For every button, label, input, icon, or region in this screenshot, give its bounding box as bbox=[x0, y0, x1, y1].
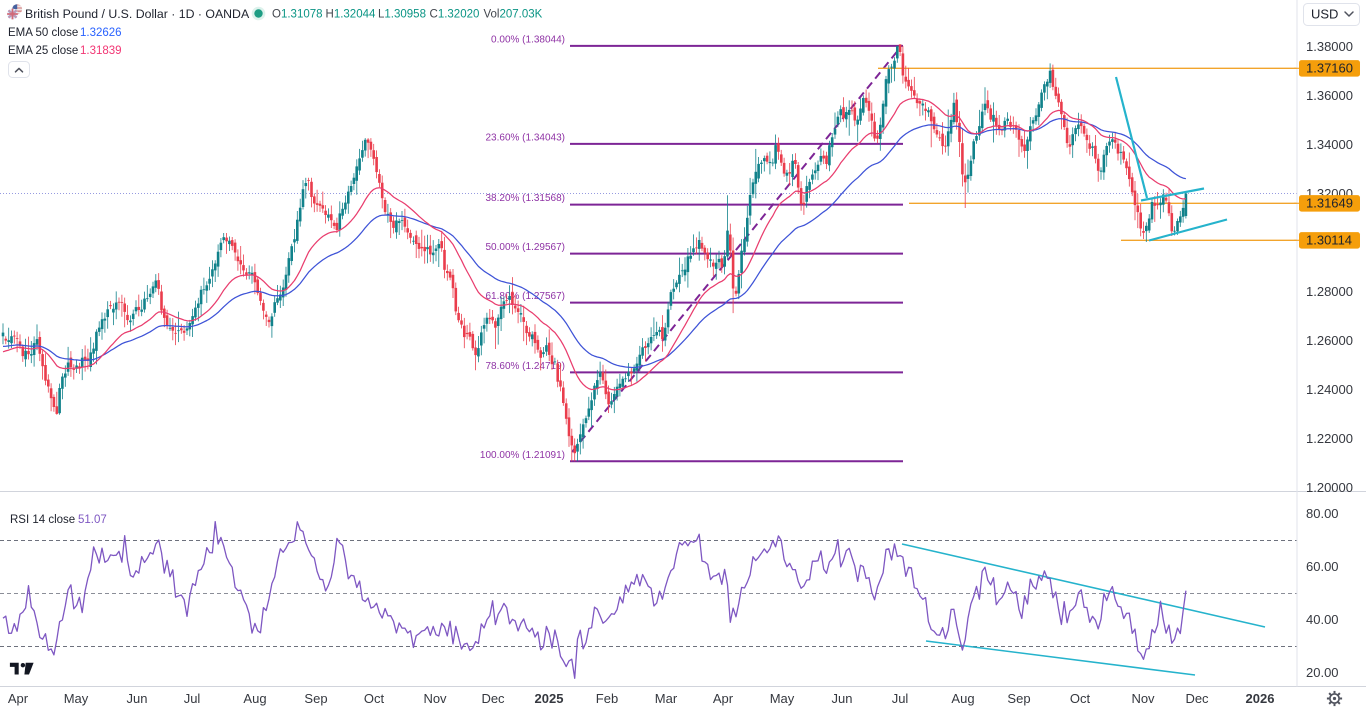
svg-text:0.00% (1.38044): 0.00% (1.38044) bbox=[491, 34, 565, 45]
svg-text:80.00: 80.00 bbox=[1306, 506, 1339, 521]
svg-text:Nov: Nov bbox=[1131, 691, 1155, 706]
svg-text:100.00% (1.21091): 100.00% (1.21091) bbox=[480, 450, 565, 461]
svg-text:Jul: Jul bbox=[184, 691, 201, 706]
svg-text:1.26000: 1.26000 bbox=[1306, 333, 1353, 348]
svg-text:Oct: Oct bbox=[1070, 691, 1091, 706]
svg-text:British Pound / U.S. Dollar ·: British Pound / U.S. Dollar · 1D · OANDA bbox=[25, 7, 250, 21]
svg-text:50.00% (1.29567): 50.00% (1.29567) bbox=[485, 242, 565, 253]
svg-text:38.20% (1.31568): 38.20% (1.31568) bbox=[485, 193, 565, 204]
svg-text:1.30114: 1.30114 bbox=[1306, 233, 1352, 248]
svg-text:Jun: Jun bbox=[832, 691, 853, 706]
svg-text:Aug: Aug bbox=[951, 691, 974, 706]
svg-text:1.20000: 1.20000 bbox=[1306, 480, 1353, 495]
svg-text:Sep: Sep bbox=[304, 691, 327, 706]
svg-text:1.37160: 1.37160 bbox=[1306, 61, 1353, 76]
svg-text:23.60% (1.34043): 23.60% (1.34043) bbox=[485, 132, 565, 143]
svg-text:USD: USD bbox=[1311, 7, 1338, 22]
svg-text:2026: 2026 bbox=[1246, 691, 1275, 706]
svg-text:May: May bbox=[770, 691, 795, 706]
svg-text:Aug: Aug bbox=[243, 691, 266, 706]
svg-text:Jun: Jun bbox=[127, 691, 148, 706]
svg-text:1.24000: 1.24000 bbox=[1306, 382, 1353, 397]
svg-text:1.22000: 1.22000 bbox=[1306, 431, 1353, 446]
svg-text:1.38000: 1.38000 bbox=[1306, 39, 1353, 54]
svg-text:Mar: Mar bbox=[655, 691, 678, 706]
svg-text:61.80% (1.27567): 61.80% (1.27567) bbox=[485, 291, 565, 302]
svg-text:L1.30958: L1.30958 bbox=[378, 9, 426, 21]
svg-text:May: May bbox=[64, 691, 89, 706]
svg-text:1.31649: 1.31649 bbox=[1306, 196, 1353, 211]
svg-text:1.36000: 1.36000 bbox=[1306, 88, 1353, 103]
svg-text:1.34000: 1.34000 bbox=[1306, 137, 1353, 152]
svg-text:Oct: Oct bbox=[364, 691, 385, 706]
svg-text:Dec: Dec bbox=[1185, 691, 1209, 706]
svg-text:Dec: Dec bbox=[481, 691, 505, 706]
svg-text:1.28000: 1.28000 bbox=[1306, 284, 1353, 299]
svg-text:Sep: Sep bbox=[1007, 691, 1030, 706]
svg-text:20.00: 20.00 bbox=[1306, 665, 1339, 680]
svg-text:H1.32044: H1.32044 bbox=[326, 9, 376, 21]
svg-text:2025: 2025 bbox=[535, 691, 564, 706]
svg-text:Apr: Apr bbox=[8, 691, 29, 706]
svg-text:78.60% (1.24719): 78.60% (1.24719) bbox=[485, 361, 565, 372]
svg-text:O1.31078: O1.31078 bbox=[272, 9, 323, 21]
svg-text:60.00: 60.00 bbox=[1306, 559, 1339, 574]
svg-text:Vol207.03K: Vol207.03K bbox=[484, 9, 543, 21]
svg-text:Feb: Feb bbox=[596, 691, 618, 706]
svg-text:Nov: Nov bbox=[423, 691, 447, 706]
svg-text:Apr: Apr bbox=[713, 691, 734, 706]
svg-text:C1.32020: C1.32020 bbox=[430, 9, 480, 21]
svg-text:Jul: Jul bbox=[892, 691, 909, 706]
svg-text:40.00: 40.00 bbox=[1306, 612, 1339, 627]
